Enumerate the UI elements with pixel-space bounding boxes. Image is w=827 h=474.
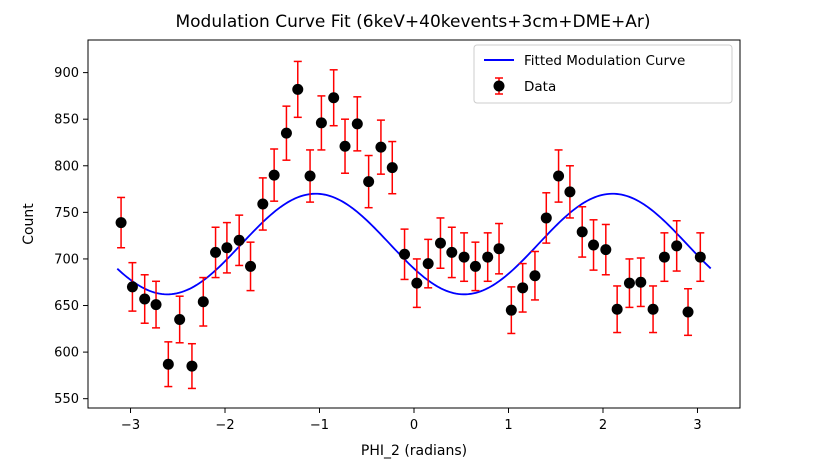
data-point xyxy=(186,360,198,372)
data-point xyxy=(529,270,541,282)
data-point xyxy=(576,226,588,238)
chart-title: Modulation Curve Fit (6keV+40kevents+3cm… xyxy=(175,12,650,32)
data-point xyxy=(493,243,505,255)
data-point xyxy=(469,260,481,272)
data-point-layer xyxy=(115,83,706,372)
data-point xyxy=(623,277,635,289)
x-axis-ticks: −3 −2 −1 0 1 2 3 xyxy=(121,408,702,433)
legend-fit-label: Fitted Modulation Curve xyxy=(524,53,685,69)
data-point xyxy=(363,176,375,188)
x-axis-label: PHI_2 (radians) xyxy=(361,443,467,459)
data-point xyxy=(458,251,470,263)
data-point xyxy=(682,306,694,318)
data-point xyxy=(411,277,423,289)
data-point xyxy=(600,244,612,256)
legend: Fitted Modulation Curve Data xyxy=(473,44,733,104)
legend-data-label: Data xyxy=(524,79,556,95)
x-tick-label: 2 xyxy=(599,418,607,433)
data-point xyxy=(126,281,138,293)
data-point xyxy=(375,141,387,153)
data-point xyxy=(245,260,257,272)
data-point xyxy=(647,303,659,315)
x-tick-label: 0 xyxy=(410,418,418,433)
data-point xyxy=(564,186,576,198)
y-tick-label: 600 xyxy=(54,346,79,361)
legend-box xyxy=(473,44,733,104)
x-tick-label: −3 xyxy=(121,418,140,433)
data-point xyxy=(434,237,446,249)
data-point xyxy=(611,303,623,315)
data-point xyxy=(635,276,647,288)
data-point xyxy=(280,127,292,139)
y-tick-label: 650 xyxy=(54,299,79,314)
x-tick-label: −2 xyxy=(215,418,234,433)
data-point xyxy=(553,170,565,182)
data-point xyxy=(694,251,706,263)
y-axis-label: Count xyxy=(21,203,37,245)
data-point xyxy=(422,258,434,270)
data-point xyxy=(540,212,552,224)
data-point xyxy=(268,169,280,181)
data-point xyxy=(482,251,494,263)
data-point xyxy=(328,92,340,104)
data-point xyxy=(139,293,151,305)
data-point xyxy=(351,118,363,130)
data-point xyxy=(386,162,398,174)
data-point xyxy=(292,83,304,95)
data-point xyxy=(210,246,222,258)
data-point xyxy=(505,304,517,316)
data-point xyxy=(197,296,209,308)
y-tick-label: 850 xyxy=(54,113,79,128)
data-point xyxy=(304,170,316,182)
data-point xyxy=(257,198,269,210)
data-point xyxy=(221,242,233,254)
data-point xyxy=(233,234,245,246)
y-tick-label: 550 xyxy=(54,392,79,407)
data-point xyxy=(339,140,351,152)
y-tick-label: 750 xyxy=(54,206,79,221)
y-tick-label: 800 xyxy=(54,159,79,174)
x-tick-label: 1 xyxy=(504,418,512,433)
data-point xyxy=(446,246,458,258)
y-tick-label: 700 xyxy=(54,252,79,267)
data-point xyxy=(517,282,529,294)
x-tick-label: 3 xyxy=(693,418,701,433)
data-point xyxy=(150,299,162,311)
data-point xyxy=(658,251,670,263)
y-axis-ticks: 550 600 650 700 750 800 850 900 xyxy=(54,66,88,407)
x-tick-label: −1 xyxy=(310,418,329,433)
data-point xyxy=(315,117,327,129)
data-point xyxy=(588,239,600,251)
legend-data-marker xyxy=(493,80,505,92)
data-point xyxy=(115,217,127,229)
data-point xyxy=(174,313,186,325)
y-tick-label: 900 xyxy=(54,66,79,81)
data-point xyxy=(399,248,411,260)
data-point xyxy=(671,240,683,252)
data-point xyxy=(162,358,174,370)
